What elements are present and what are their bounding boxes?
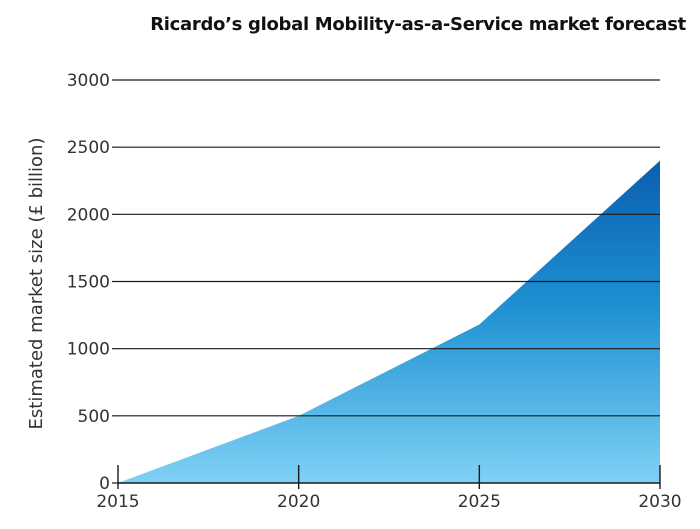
- y-tick-label-1000: 1000: [67, 340, 110, 360]
- y-tick-label-3000: 3000: [67, 71, 110, 91]
- area-fill: [118, 160, 660, 483]
- x-tick-label-2020: 2020: [277, 492, 320, 512]
- y-tick-label-500: 500: [78, 407, 110, 427]
- y-tick-label-0: 0: [99, 474, 110, 494]
- x-tick-label-2015: 2015: [96, 492, 139, 512]
- tick-labels: 0 500 1000 1500 2000 2500 3000 2015 2020 2025 2030: [67, 71, 682, 512]
- y-axis-title: Estimated market size (£ billion): [26, 138, 47, 430]
- chart-title: Ricardo’s global Mobility-as-a-Service m…: [150, 14, 686, 35]
- x-tick-label-2030: 2030: [638, 492, 681, 512]
- axis-lines: [112, 79, 661, 489]
- gridlines-overlay: [118, 79, 660, 417]
- x-tick-label-2025: 2025: [458, 492, 501, 512]
- y-tick-label-2000: 2000: [67, 205, 110, 225]
- area-series: [118, 160, 660, 483]
- y-tick-label-1500: 1500: [67, 273, 110, 293]
- y-tick-label-2500: 2500: [67, 138, 110, 158]
